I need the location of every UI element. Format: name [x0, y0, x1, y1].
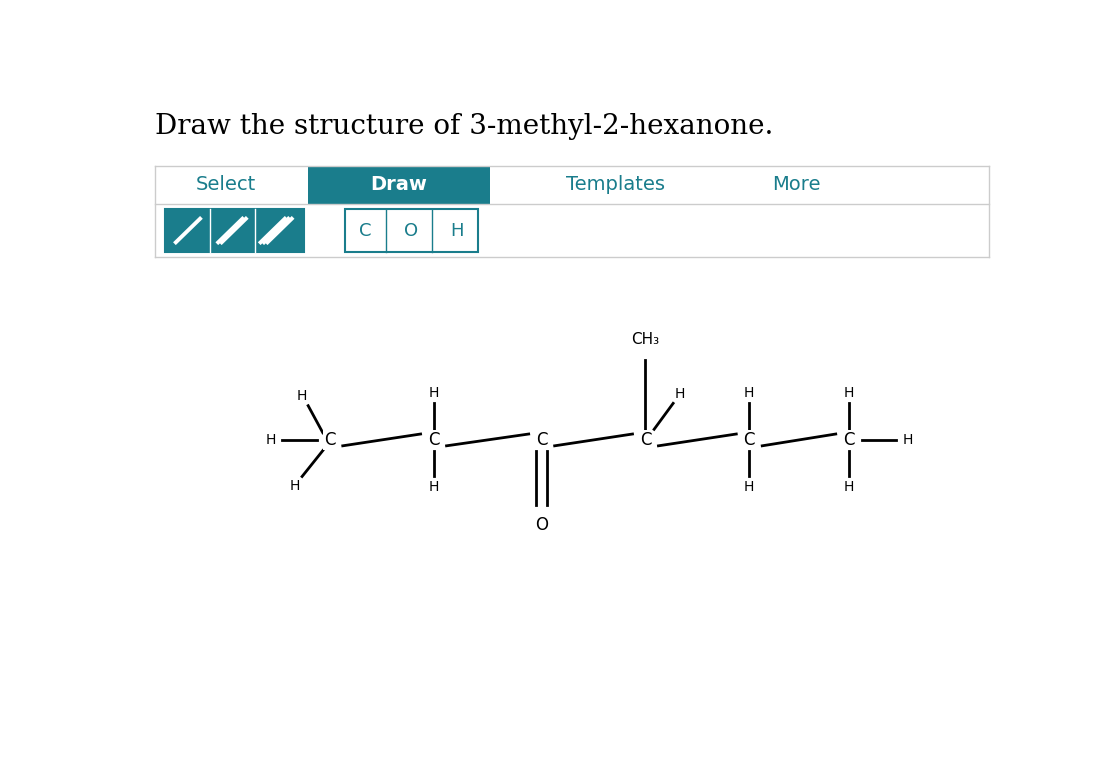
FancyBboxPatch shape	[308, 165, 490, 204]
Text: Templates: Templates	[566, 175, 665, 195]
Text: H: H	[675, 387, 685, 401]
Text: H: H	[429, 386, 439, 400]
Text: C: C	[743, 431, 756, 449]
Text: CH₃: CH₃	[632, 332, 660, 347]
Text: Select: Select	[196, 175, 256, 195]
Text: C: C	[427, 431, 440, 449]
Text: H: H	[450, 221, 463, 240]
Text: H: H	[744, 386, 754, 400]
Text: C: C	[843, 431, 855, 449]
Text: H: H	[744, 480, 754, 494]
FancyBboxPatch shape	[345, 209, 478, 252]
Text: More: More	[772, 175, 821, 195]
Text: H: H	[429, 480, 439, 494]
Text: O: O	[536, 516, 548, 535]
Text: H: H	[290, 479, 300, 493]
Text: H: H	[903, 433, 913, 447]
Text: C: C	[639, 431, 652, 449]
Text: H: H	[266, 433, 276, 447]
Text: C: C	[324, 431, 336, 449]
Text: Draw the structure of 3-methyl-2-hexanone.: Draw the structure of 3-methyl-2-hexanon…	[155, 113, 773, 139]
Text: H: H	[844, 386, 854, 400]
FancyBboxPatch shape	[165, 209, 304, 252]
Text: C: C	[536, 431, 548, 449]
Text: Draw: Draw	[371, 175, 427, 195]
Text: O: O	[404, 221, 418, 240]
Text: H: H	[297, 388, 307, 403]
Text: C: C	[359, 221, 372, 240]
Text: H: H	[844, 480, 854, 494]
